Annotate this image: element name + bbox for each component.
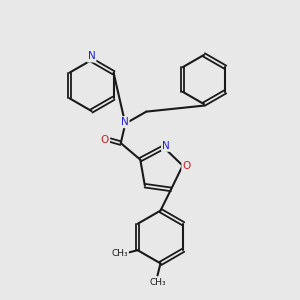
Text: N: N [88, 51, 95, 62]
Text: CH₃: CH₃ [149, 278, 166, 287]
Text: N: N [162, 141, 170, 151]
Text: N: N [121, 117, 129, 127]
Text: O: O [182, 160, 191, 171]
Text: O: O [101, 135, 109, 145]
Text: CH₃: CH₃ [111, 249, 128, 258]
